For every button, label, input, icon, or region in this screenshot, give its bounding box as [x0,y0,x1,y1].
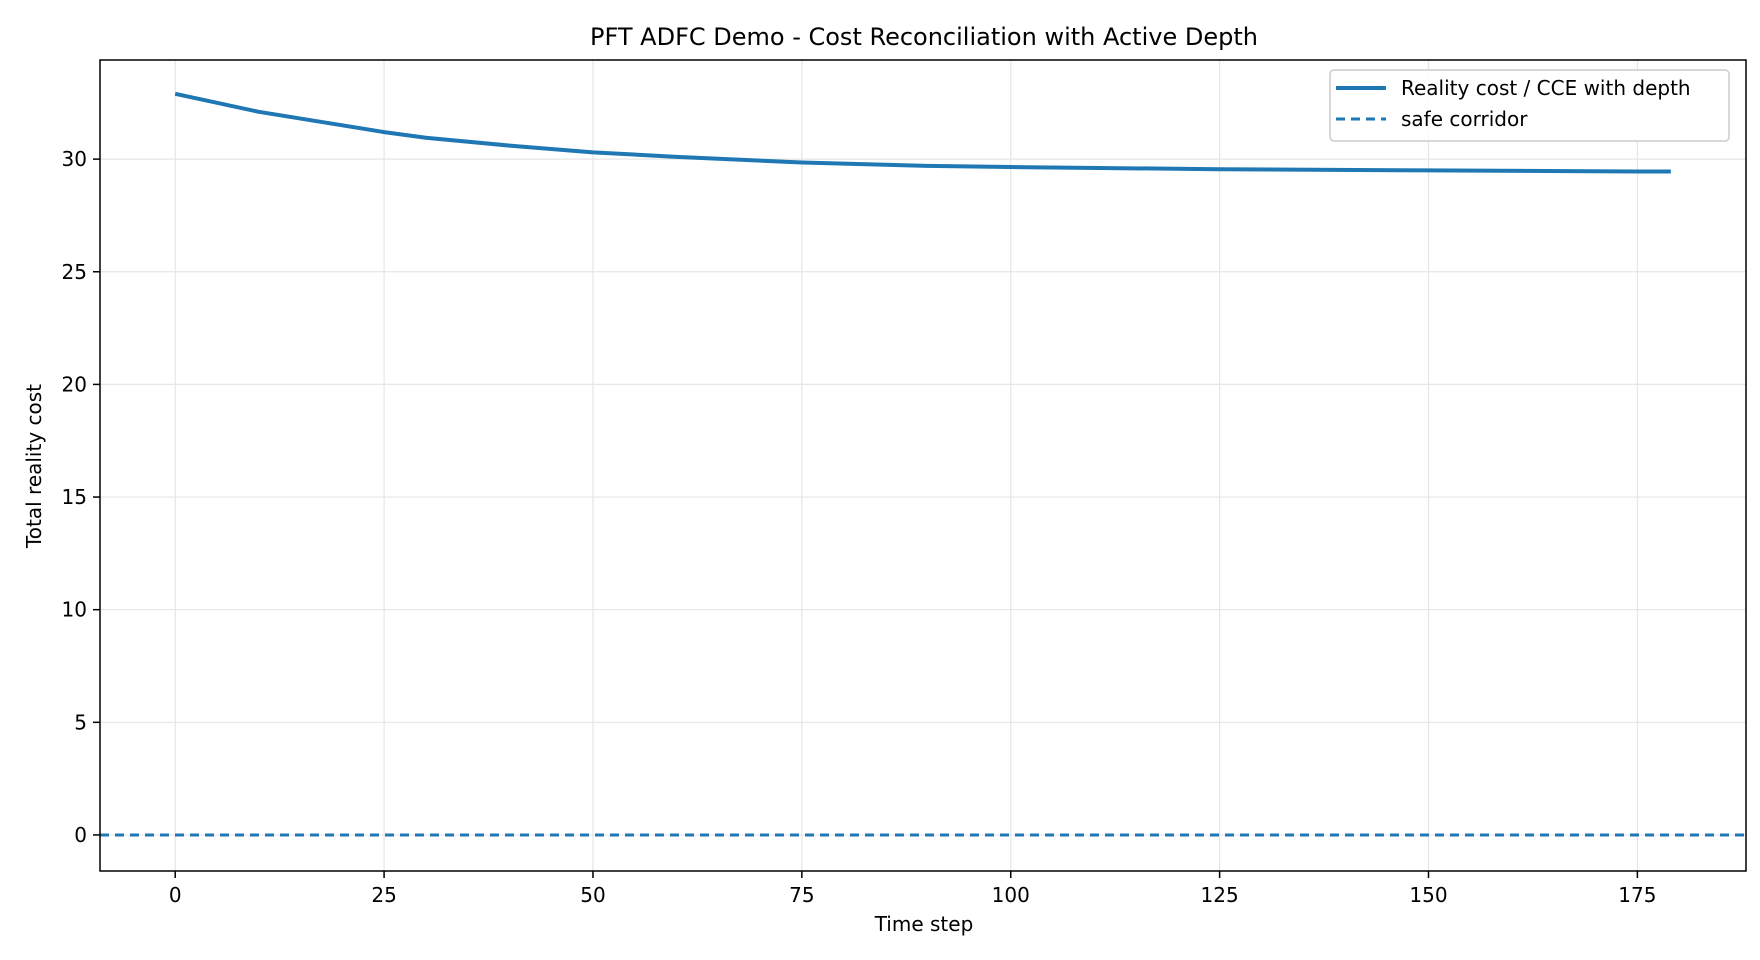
x-tick-label: 25 [371,883,396,907]
y-tick-label: 20 [62,372,87,396]
y-tick-label: 30 [62,147,87,171]
x-axis-label: Time step [874,912,974,936]
y-tick-label: 25 [62,260,87,284]
x-tick-label: 150 [1409,883,1447,907]
y-tick-label: 5 [74,710,87,734]
y-tick-label: 10 [62,598,87,622]
y-tick-label: 0 [74,823,87,847]
series-layer [100,91,1746,837]
legend-box [1329,69,1730,142]
x-tick-label: 100 [992,883,1030,907]
x-axis-ticks: 0 25 50 75 100 125 150 175 [169,871,1656,907]
x-tick-label: 0 [169,883,182,907]
x-tick-label: 50 [580,883,605,907]
y-axis-label: Total reality cost [22,384,46,549]
x-tick-label: 175 [1618,883,1656,907]
legend-label-reality-cost: Reality cost / CCE with depth [1401,76,1691,100]
series-line-reality-cost [174,91,1671,174]
x-tick-label: 75 [789,883,814,907]
chart-title: PFT ADFC Demo - Cost Reconciliation with… [590,23,1258,51]
grid-lines [100,60,1746,871]
legend: Reality cost / CCE with depth safe corri… [1329,69,1730,142]
legend-label-safe-corridor: safe corridor [1401,107,1528,131]
plot-frame [99,59,1747,872]
x-tick-label: 125 [1201,883,1239,907]
y-tick-label: 15 [62,485,87,509]
y-axis-ticks: 0 5 10 15 20 25 30 [62,147,100,847]
